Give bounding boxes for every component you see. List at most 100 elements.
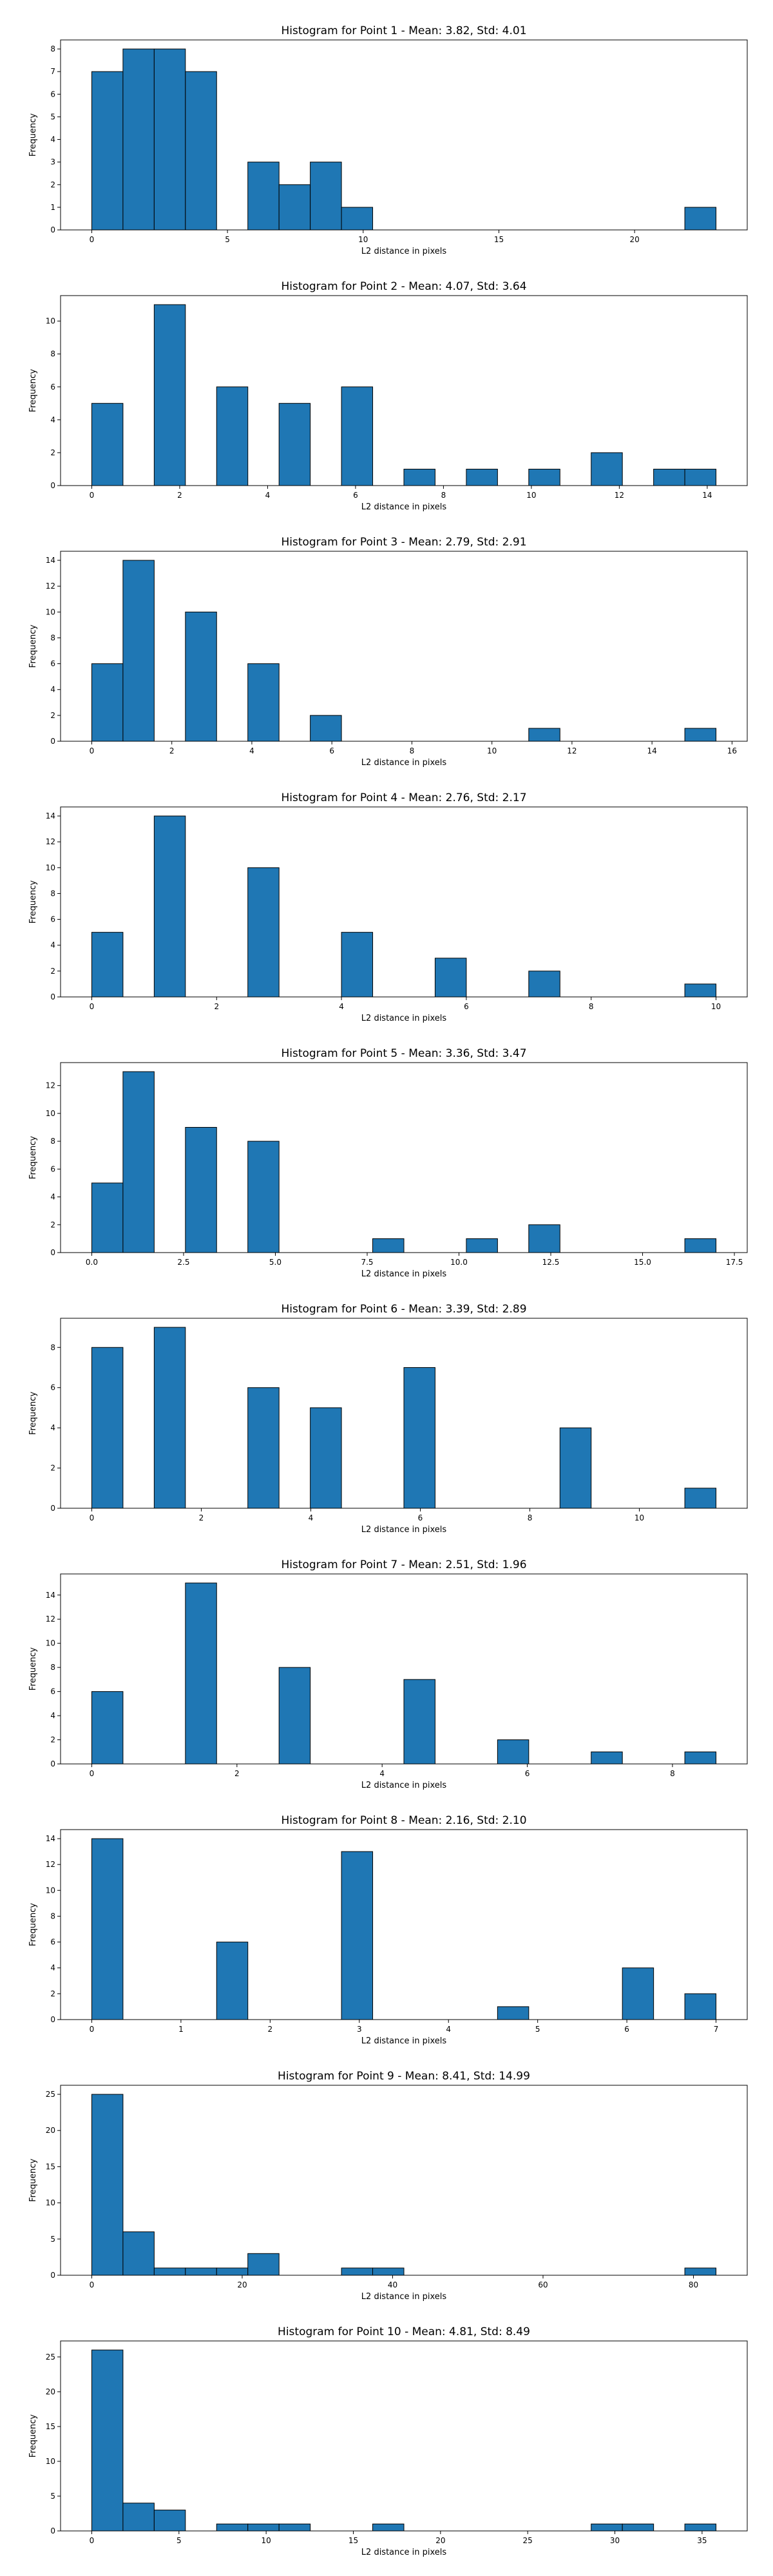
- histogram-bar: [684, 1238, 717, 1253]
- y-tick-label: 0: [50, 481, 55, 490]
- x-tick-label: 15.0: [634, 1258, 651, 1267]
- x-tick-label: 0: [90, 491, 95, 500]
- x-tick-label: 3: [357, 2025, 362, 2034]
- histogram-bar: [122, 2231, 155, 2276]
- x-tick-label: 6: [418, 1513, 423, 1522]
- y-tick-label: 4: [50, 1964, 55, 1973]
- x-tick-label: 35: [697, 2536, 707, 2545]
- y-tick-label: 6: [50, 1383, 55, 1392]
- y-tick-label: 25: [46, 2353, 55, 2362]
- histogram-bar: [403, 1367, 435, 1509]
- y-tick-label: 14: [46, 1591, 55, 1600]
- y-tick-label: 10: [46, 1886, 55, 1895]
- x-tick-label: 80: [689, 2280, 698, 2289]
- y-tick-label: 4: [50, 941, 55, 950]
- x-tick-label: 0: [90, 1002, 95, 1011]
- histogram-bar: [653, 468, 685, 486]
- y-tick-label: 10: [46, 607, 55, 616]
- x-tick-label: 5: [225, 235, 230, 244]
- histogram-panel-3: Histogram for Point 3 - Mean: 2.79, Std:…: [28, 536, 748, 768]
- x-tick-label: 20: [630, 235, 640, 244]
- x-tick-label: 2: [234, 1769, 240, 1778]
- x-tick-label: 0: [90, 1769, 95, 1778]
- histogram-bar: [684, 1993, 717, 2020]
- x-tick-label: 10.0: [450, 1258, 468, 1267]
- x-axis-label: L2 distance in pixels: [361, 2036, 447, 2046]
- y-tick-label: 5: [50, 112, 55, 121]
- x-tick-label: 40: [388, 2280, 397, 2289]
- histogram-bar: [153, 48, 186, 231]
- y-tick-label: 4: [50, 1711, 55, 1720]
- histogram-bar: [403, 1679, 435, 1765]
- plot-frame: [60, 551, 748, 742]
- y-tick-label: 12: [46, 1860, 55, 1869]
- plot-frame: [60, 1318, 748, 1509]
- x-tick-label: 20: [435, 2536, 445, 2545]
- x-tick-label: 14: [647, 746, 657, 755]
- histogram-bar: [91, 71, 124, 231]
- histogram-panel-8: Histogram for Point 8 - Mean: 2.16, Std:…: [28, 1814, 748, 2046]
- y-tick-label: 0: [50, 225, 55, 234]
- y-tick-label: 2: [50, 448, 55, 457]
- y-tick-label: 0: [50, 1248, 55, 1257]
- histogram-bar: [622, 2523, 654, 2532]
- chart-title: Histogram for Point 3 - Mean: 2.79, Std:…: [281, 536, 526, 549]
- x-tick-label: 0.0: [86, 1258, 98, 1267]
- chart-title: Histogram for Point 2 - Mean: 4.07, Std:…: [281, 280, 526, 293]
- y-tick-label: 20: [46, 2126, 55, 2135]
- histogram-bar: [684, 468, 717, 486]
- y-tick-label: 0: [50, 2526, 55, 2535]
- histogram-bar: [247, 162, 280, 231]
- histogram-bar: [372, 2268, 405, 2276]
- x-tick-label: 10: [711, 1002, 721, 1011]
- x-tick-label: 14: [702, 491, 712, 500]
- histogram-bar: [153, 815, 186, 998]
- y-axis-label: Frequency: [28, 369, 38, 412]
- histogram-bar: [528, 728, 560, 742]
- histogram-bar: [153, 1327, 186, 1509]
- histogram-panel-9: Histogram for Point 9 - Mean: 8.41, Std:…: [28, 2070, 748, 2302]
- x-tick-label: 30: [610, 2536, 620, 2545]
- x-axis-label: L2 distance in pixels: [361, 247, 447, 256]
- y-tick-label: 5: [50, 2492, 55, 2501]
- x-axis-label: L2 distance in pixels: [361, 758, 447, 768]
- x-tick-label: 0: [90, 2280, 95, 2289]
- y-tick-label: 10: [46, 317, 55, 326]
- histogram-bar: [91, 1182, 124, 1253]
- histogram-bar: [622, 1967, 654, 2020]
- chart-title: Histogram for Point 9 - Mean: 8.41, Std:…: [278, 2070, 530, 2083]
- histogram-bar: [684, 728, 717, 742]
- x-tick-label: 2: [268, 2025, 273, 2034]
- histogram-bar: [247, 1387, 280, 1509]
- x-tick-label: 25: [523, 2536, 533, 2545]
- histogram-bar: [278, 2523, 311, 2532]
- histogram-bar: [185, 1126, 217, 1253]
- x-tick-label: 16: [727, 746, 737, 755]
- y-tick-label: 6: [50, 659, 55, 668]
- histogram-bar: [91, 2094, 124, 2276]
- x-tick-label: 12: [567, 746, 577, 755]
- x-tick-label: 4: [446, 2025, 451, 2034]
- x-tick-label: 4: [339, 1002, 344, 1011]
- x-tick-label: 1: [178, 2025, 184, 2034]
- histogram-panel-4: Histogram for Point 4 - Mean: 2.76, Std:…: [28, 791, 748, 1023]
- histogram-bar: [372, 1238, 405, 1253]
- x-tick-label: 15: [494, 235, 504, 244]
- histogram-panel-1: Histogram for Point 1 - Mean: 3.82, Std:…: [28, 24, 748, 256]
- y-tick-label: 10: [46, 2199, 55, 2208]
- histogram-bar: [216, 1942, 249, 2020]
- histogram-bar: [684, 1751, 717, 1765]
- plot-frame: [60, 1829, 748, 2020]
- histogram-bar: [91, 1838, 124, 2020]
- histogram-bar: [91, 1347, 124, 1509]
- histogram-bar: [497, 2006, 530, 2020]
- y-tick-label: 1: [50, 203, 55, 212]
- x-tick-label: 10: [526, 491, 536, 500]
- y-tick-label: 6: [50, 383, 55, 392]
- histogram-bar: [185, 1582, 217, 1765]
- x-tick-label: 0: [90, 2536, 95, 2545]
- y-tick-label: 12: [46, 582, 55, 591]
- y-tick-label: 10: [46, 1109, 55, 1118]
